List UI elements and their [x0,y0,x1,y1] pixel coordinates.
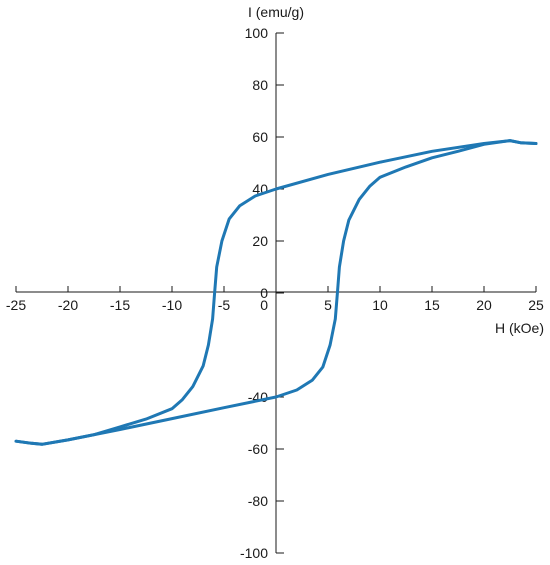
y-axis-label: I (emu/g) [248,4,304,20]
series-group [14,139,538,446]
x-tick-label: -10 [162,297,182,313]
x-tick-label: 0 [260,297,268,313]
x-tick-label: 10 [372,297,388,313]
y-tick-label: 60 [252,129,268,145]
x-tick-label: -5 [218,297,231,313]
x-axis-label: H (kOe) [495,320,544,336]
series-line-ascending [14,139,538,446]
x-tick-label: 15 [424,297,440,313]
x-axis-ticks: -25 -20 -15 -10 -5 0 5 10 15 20 25 [6,286,544,313]
x-tick-label: -15 [110,297,130,313]
x-tick-label: -20 [58,297,78,313]
x-tick-label: 25 [528,297,544,313]
y-tick-label: -80 [248,493,268,509]
y-tick-label: 20 [252,233,268,249]
y-tick-label: -100 [240,545,268,561]
x-tick-label: 5 [324,297,332,313]
y-tick-label: 80 [252,77,268,93]
y-tick-label: 100 [245,25,269,41]
y-tick-label: 0 [260,285,268,301]
x-tick-label: -25 [6,297,26,313]
x-tick-label: 20 [476,297,492,313]
y-tick-label: -60 [248,441,268,457]
